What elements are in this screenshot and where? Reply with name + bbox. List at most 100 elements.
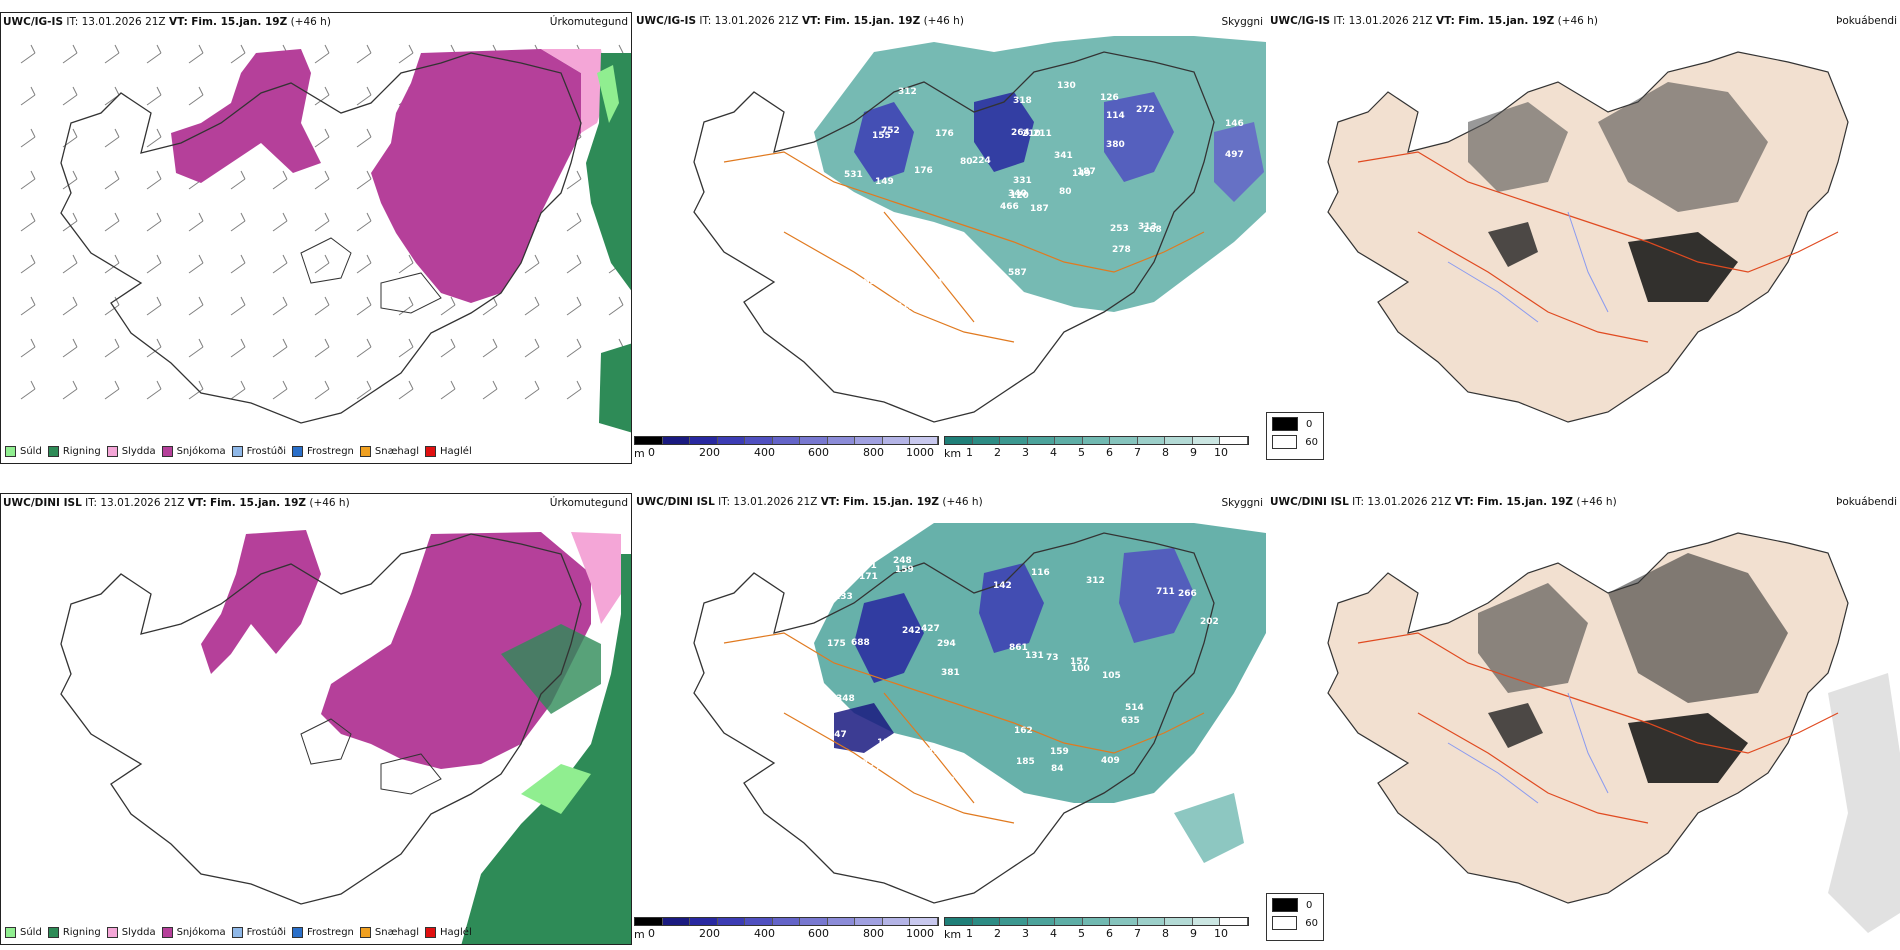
fog-area	[1598, 82, 1768, 212]
panel-type-label: Þokuábendi	[1836, 15, 1897, 27]
legend-item: 60	[1272, 435, 1318, 449]
tick-label: 1000	[906, 927, 934, 940]
wind-barb	[188, 296, 204, 316]
tick-label: 800	[863, 446, 884, 459]
sea-fog-area	[1828, 673, 1900, 933]
wind-barb	[230, 296, 246, 316]
ceiling-value-label: 116	[1031, 568, 1050, 578]
wind-barb	[230, 338, 246, 358]
tick-label: 600	[808, 927, 829, 940]
wind-barb	[62, 296, 78, 316]
low-ceiling-area	[1214, 122, 1264, 202]
wind-barb	[230, 212, 246, 232]
ceiling-value-label: 130	[1057, 81, 1076, 91]
wind-barb	[104, 128, 120, 148]
ceiling-value-label: 202	[1200, 617, 1219, 627]
ceiling-value-label: 131	[1025, 651, 1044, 661]
ceiling-value-label: 84	[1051, 764, 1064, 774]
wind-barb	[62, 44, 78, 64]
legend-item: Rigning	[47, 927, 101, 938]
snow-area-west	[171, 49, 321, 183]
legend-item: 0	[1272, 898, 1318, 912]
wind-barb	[146, 212, 162, 232]
wind-barb	[314, 212, 330, 232]
ceiling-value-label: 171	[859, 572, 878, 582]
ceiling-value-label: 752	[881, 126, 900, 136]
legend-item: Slydda	[106, 927, 156, 938]
ceiling-value-label: 155	[872, 131, 891, 141]
legend-swatch	[47, 927, 59, 938]
legend-item: Haglél	[425, 927, 472, 938]
low-ceiling-area	[854, 102, 914, 182]
wind-barb	[314, 380, 330, 400]
wind-barb	[230, 254, 246, 274]
wind-barb	[62, 338, 78, 358]
wind-barb	[230, 380, 246, 400]
ceiling-value-label: 162	[1014, 726, 1033, 736]
tick-label: 3	[1022, 927, 1029, 940]
legend-item: Rigning	[47, 446, 101, 457]
tick-label: 600	[808, 446, 829, 459]
ceiling-value-label: 688	[851, 638, 870, 648]
panel-type-label: Úrkomutegund	[549, 497, 628, 509]
ceiling-value-label: 210	[1022, 129, 1041, 139]
legend-item: Súld	[5, 927, 42, 938]
legend-swatch	[359, 446, 371, 457]
fog-area	[1488, 222, 1538, 267]
snow-area-west	[201, 530, 321, 674]
wind-barb	[146, 86, 162, 106]
wind-barb	[104, 212, 120, 232]
fog-area	[1468, 102, 1568, 192]
ceiling-value-label: 176	[935, 129, 954, 139]
wind-barb	[398, 380, 414, 400]
tick-label: 9	[1190, 446, 1197, 459]
ceiling-value-label: 80	[1059, 187, 1072, 197]
wind-barb	[398, 338, 414, 358]
wind-barb	[20, 296, 36, 316]
land-area	[1327, 51, 1849, 423]
legend-swatch	[1272, 417, 1298, 431]
ceiling-colorbar-bar	[634, 436, 939, 445]
ceiling-value-label: 157	[1070, 657, 1089, 667]
wind-barb	[356, 380, 372, 400]
wind-barb	[314, 44, 330, 64]
ceiling-value-label: 114	[1106, 111, 1125, 121]
ceiling-value-label: 272	[1136, 105, 1155, 115]
wind-barb	[566, 338, 582, 358]
ceiling-labels-row1: 187 155 120 163 149 195 126 211 114 80 312 122 149 14…	[844, 81, 1244, 312]
tick-label: 3	[1022, 446, 1029, 459]
low-ceiling-area	[834, 703, 894, 753]
legend-swatch	[106, 446, 118, 457]
panel-title: UWC/IG-IS IT: 13.01.2026 21Z VT: Fim. 15…	[1270, 15, 1598, 27]
land-area	[1327, 532, 1849, 904]
panel-type-label: Úrkomutegund	[549, 16, 628, 28]
visibility-colorbar: km 1 2 3 4 5 6 7 8 9 10	[944, 917, 1249, 945]
wind-barb	[314, 338, 330, 358]
wind-barb	[146, 338, 162, 358]
visibility-colorbar: km 1 2 3 4 5 6 7 8 9 10	[944, 436, 1249, 464]
ceiling-value-label: 248	[893, 556, 912, 566]
wind-barb	[608, 296, 624, 316]
wind-barb	[440, 380, 456, 400]
legend-swatch	[425, 446, 437, 457]
wind-barb	[62, 254, 78, 274]
ceiling-value-label: 427	[921, 624, 940, 634]
legend-item: 0	[1272, 417, 1318, 431]
legend-swatch	[359, 927, 371, 938]
wind-barb	[440, 296, 456, 316]
ceiling-value-label: 73	[1046, 653, 1059, 663]
ceiling-value-label: 149	[875, 177, 894, 187]
legend-swatch	[5, 446, 16, 457]
ceiling-value-label: 185	[1016, 757, 1035, 767]
wind-barb	[272, 212, 288, 232]
ceiling-value-label: 278	[1112, 245, 1131, 255]
ceiling-value-label: 263	[936, 776, 955, 786]
wind-barb	[104, 380, 120, 400]
visibility-colorbar-bar	[944, 917, 1249, 926]
wind-barb	[20, 338, 36, 358]
wind-barb	[188, 86, 204, 106]
tick-label: 800	[863, 927, 884, 940]
coastline	[693, 532, 1215, 904]
wind-barb	[272, 338, 288, 358]
wind-barb	[398, 296, 414, 316]
